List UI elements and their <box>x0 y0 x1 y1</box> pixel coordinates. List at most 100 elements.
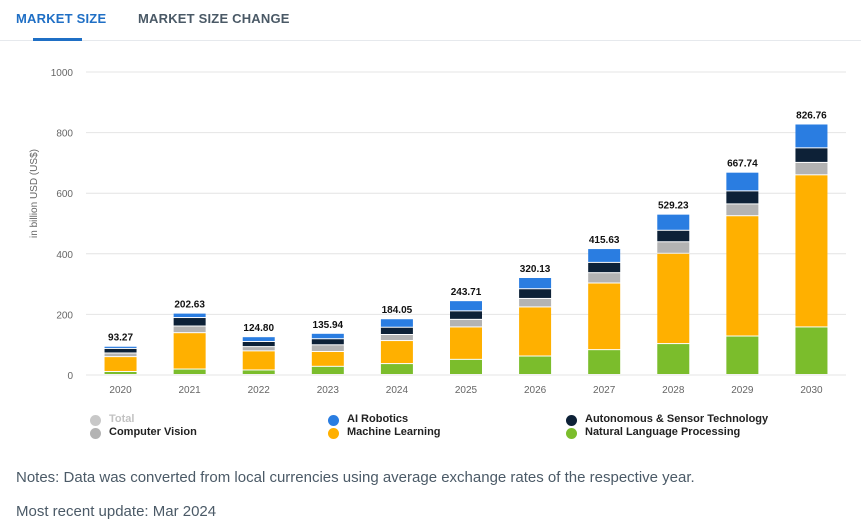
data-label-total: 202.63 <box>174 300 205 311</box>
x-tick-label: 2027 <box>593 385 616 396</box>
bar-segment <box>380 319 413 327</box>
active-tab-indicator <box>33 38 82 41</box>
bar-segment <box>450 319 482 327</box>
legend-dot-icon <box>566 415 577 426</box>
bar-segment <box>588 262 621 273</box>
legend-label: Computer Vision <box>109 426 197 438</box>
bar-segment <box>450 359 482 374</box>
bar-segment <box>242 370 275 374</box>
bar-segment <box>311 351 344 366</box>
x-tick-label: 2030 <box>800 385 823 396</box>
y-tick-label: 1000 <box>51 68 74 79</box>
bar-segment <box>588 350 621 374</box>
legend-dot-icon <box>90 415 101 426</box>
x-tick-label: 2026 <box>524 385 547 396</box>
bar-segment <box>519 307 552 356</box>
bar-segment <box>795 124 828 148</box>
x-tick-label: 2022 <box>248 385 271 396</box>
bar-segment <box>173 313 206 318</box>
last-update-text: Most recent update: Mar 2024 <box>16 503 217 520</box>
x-tick-label: 2028 <box>662 385 685 396</box>
legend-dot-icon <box>328 428 339 439</box>
bar-segment <box>519 278 552 289</box>
legend-label: Natural Language Processing <box>585 426 741 438</box>
bar-segment <box>380 341 413 364</box>
bar-segment <box>657 242 690 253</box>
chart-notes: Notes: Data was converted from local cur… <box>16 469 695 486</box>
legend-label: AI Robotics <box>347 413 409 425</box>
bar-segment <box>726 172 759 191</box>
bar-segment <box>588 273 621 283</box>
bar-segment <box>104 346 137 348</box>
bar-segment <box>657 344 690 374</box>
bar-segment <box>311 333 344 339</box>
bar-segment <box>380 327 413 335</box>
bar-segment <box>588 283 621 350</box>
bar-segment <box>311 345 344 351</box>
legend-label: Autonomous & Sensor Technology <box>585 413 769 425</box>
bar-segment <box>173 369 206 374</box>
data-label-total: 826.76 <box>796 110 827 121</box>
x-tick-label: 2024 <box>386 385 409 396</box>
bar-segment <box>657 230 690 242</box>
legend-dot-icon <box>90 428 101 439</box>
bar-segment <box>726 204 759 216</box>
data-label-total: 135.94 <box>313 320 344 331</box>
bar-segment <box>173 326 206 333</box>
y-tick-label: 200 <box>56 310 73 321</box>
bar-segment <box>104 371 137 374</box>
x-tick-label: 2021 <box>179 385 202 396</box>
bar-segment <box>242 347 275 351</box>
bar-segment <box>104 357 137 371</box>
tab-market-size[interactable]: MARKET SIZE <box>16 11 107 26</box>
bar-segment <box>795 327 828 374</box>
data-label-total: 529.23 <box>658 201 689 212</box>
data-label-total: 184.05 <box>382 305 413 316</box>
stacked-bar-chart: 0 200 400 600 800 1000 in billion USD (US$) 93.… <box>29 68 846 396</box>
bar-segment <box>519 289 552 298</box>
bar-segment <box>173 318 206 326</box>
chart-legend: Total Computer Vision AI Robotics Machin… <box>0 410 861 442</box>
bar-segment <box>795 148 828 162</box>
y-tick-label: 400 <box>56 250 73 261</box>
bar-segment <box>588 249 621 262</box>
bar-segment <box>726 336 759 374</box>
legend-label: Total <box>109 413 135 425</box>
bar-segment <box>380 335 413 341</box>
legend-dot-icon <box>566 428 577 439</box>
bar-segment <box>726 191 759 204</box>
bar-segment <box>104 353 137 357</box>
bar-segment <box>450 311 482 319</box>
bar-segment <box>519 356 552 374</box>
tab-bar: MARKET SIZE MARKET SIZE CHANGE <box>0 0 861 41</box>
data-label-total: 124.80 <box>243 323 274 334</box>
x-tick-label: 2025 <box>455 385 478 396</box>
tab-market-size-change[interactable]: MARKET SIZE CHANGE <box>138 11 290 26</box>
y-tick-label: 600 <box>56 189 73 200</box>
data-label-total: 667.74 <box>727 159 758 170</box>
y-tick-label: 800 <box>56 129 73 140</box>
data-label-total: 243.71 <box>451 287 482 298</box>
bar-segment <box>450 301 482 311</box>
data-label-total: 320.13 <box>520 264 551 275</box>
bar-segment <box>450 327 482 359</box>
bar-segment <box>242 341 275 347</box>
bar-segment <box>311 339 344 345</box>
y-axis-label: in billion USD (US$) <box>29 149 40 238</box>
bar-segment <box>242 337 275 341</box>
legend-label: Machine Learning <box>347 426 441 438</box>
bar-segment <box>795 175 828 327</box>
x-tick-label: 2020 <box>109 385 132 396</box>
bar-segment <box>657 214 690 230</box>
bar-segment <box>104 348 137 353</box>
bar-segment <box>242 351 275 370</box>
bar-segment <box>311 366 344 374</box>
data-label-total: 415.63 <box>589 235 620 246</box>
legend-dot-icon <box>328 415 339 426</box>
bar-segment <box>657 253 690 344</box>
bar-segment <box>173 333 206 369</box>
bar-segment <box>726 216 759 336</box>
data-label-total: 93.27 <box>108 333 133 344</box>
bar-segment <box>519 298 552 307</box>
bar-segment <box>795 162 828 175</box>
